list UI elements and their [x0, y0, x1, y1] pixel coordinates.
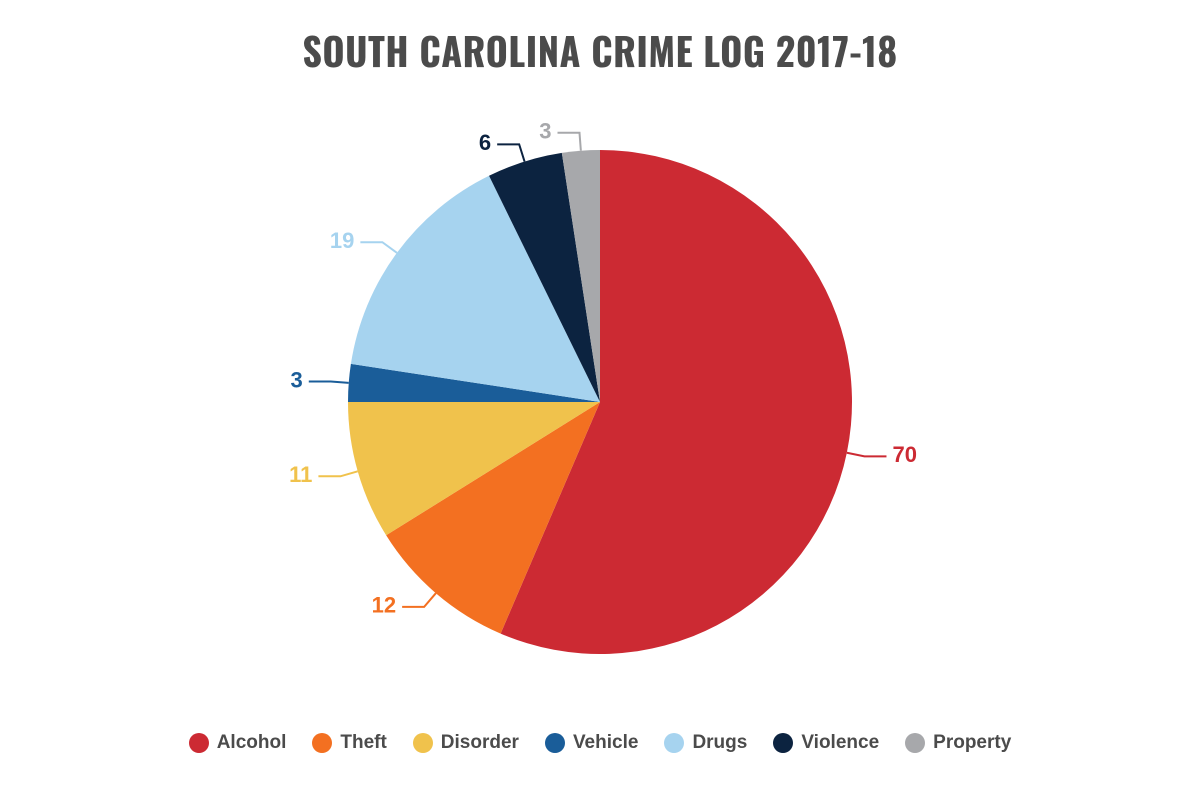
- legend-item-drugs: Drugs: [664, 732, 747, 754]
- slice-value-drugs: 19: [330, 228, 354, 253]
- legend-item-vehicle: Vehicle: [545, 732, 639, 754]
- legend-label: Theft: [340, 732, 386, 754]
- legend-label: Alcohol: [217, 732, 287, 754]
- legend-item-disorder: Disorder: [413, 732, 519, 754]
- legend-item-alcohol: Alcohol: [189, 732, 287, 754]
- legend-label: Drugs: [692, 732, 747, 754]
- legend-swatch: [664, 733, 684, 753]
- slice-value-property: 3: [539, 119, 551, 144]
- leader-line: [557, 133, 580, 151]
- legend-item-property: Property: [905, 732, 1011, 754]
- leader-line: [497, 144, 524, 161]
- leader-line: [309, 381, 349, 382]
- slice-value-disorder: 11: [289, 462, 312, 487]
- slice-value-vehicle: 3: [291, 367, 303, 392]
- legend-swatch: [189, 733, 209, 753]
- leader-line: [402, 593, 436, 607]
- legend-swatch: [545, 733, 565, 753]
- slice-value-violence: 6: [479, 130, 491, 155]
- legend-label: Disorder: [441, 732, 519, 754]
- legend-swatch: [413, 733, 433, 753]
- pie-svg: 70 12 11 3 19 6 3: [228, 30, 972, 774]
- legend: Alcohol Theft Disorder Vehicle Drugs Violence…: [0, 732, 1200, 754]
- leader-line: [318, 471, 357, 476]
- legend-swatch: [905, 733, 925, 753]
- legend-swatch: [773, 733, 793, 753]
- slice-value-alcohol: 70: [892, 442, 916, 467]
- slice-value-theft: 12: [372, 593, 396, 618]
- legend-label: Vehicle: [573, 732, 639, 754]
- leader-line: [360, 242, 397, 253]
- leader-line: [847, 453, 887, 457]
- legend-item-theft: Theft: [312, 732, 386, 754]
- legend-label: Violence: [801, 732, 879, 754]
- pie-chart: 70 12 11 3 19 6 3: [228, 30, 972, 774]
- legend-item-violence: Violence: [773, 732, 879, 754]
- legend-label: Property: [933, 732, 1011, 754]
- legend-swatch: [312, 733, 332, 753]
